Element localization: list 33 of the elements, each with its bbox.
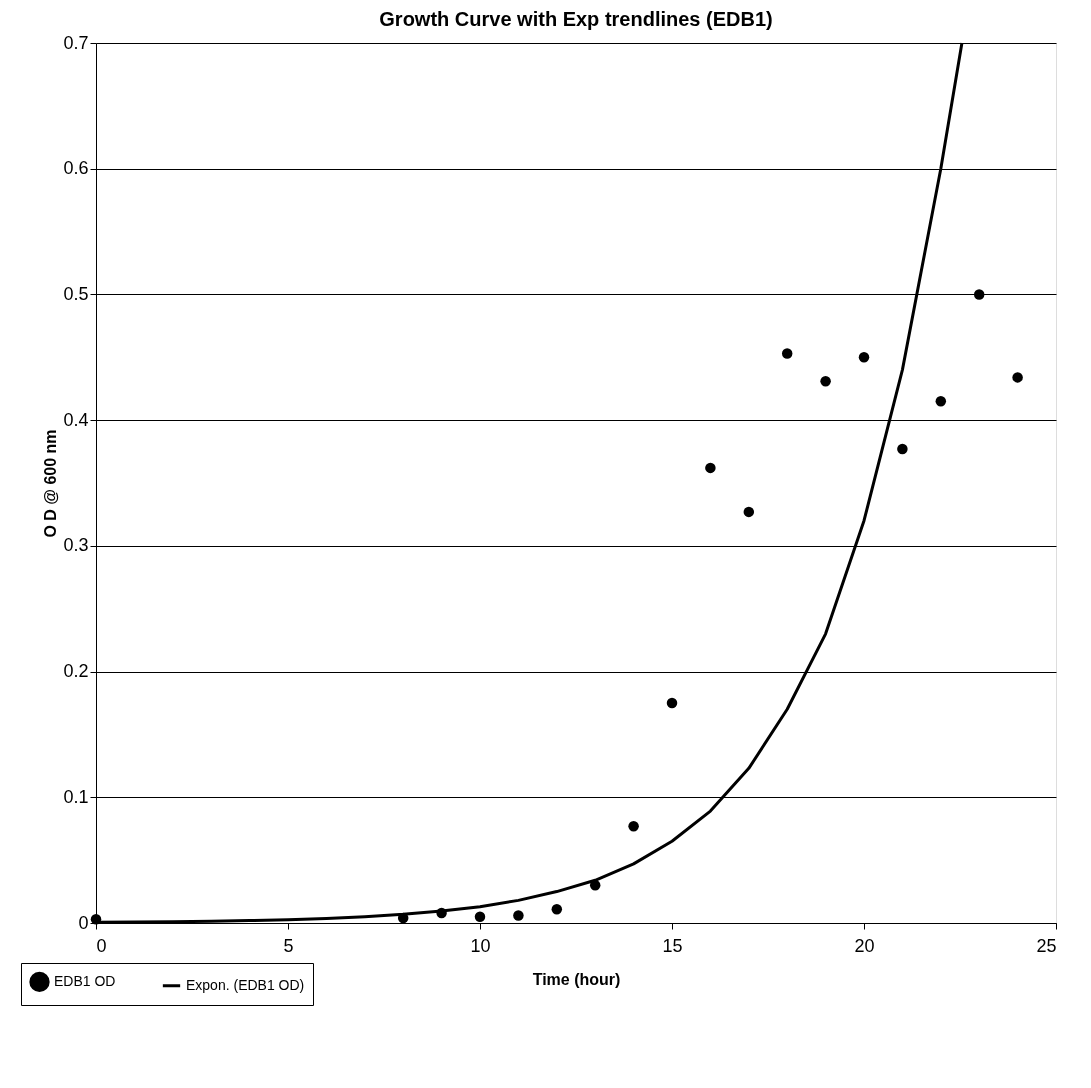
point <box>666 697 678 709</box>
x-axis-title: Time (hour) <box>532 970 621 988</box>
x-tick-label: 5 <box>283 935 294 956</box>
y-tick-label: 0.5 <box>63 283 89 304</box>
legend-label: EDB1 OD <box>54 972 116 989</box>
x-tick-label: 15 <box>662 935 683 956</box>
point <box>897 443 908 455</box>
chart-title: Growth Curve with Exp trendlines (EDB1) <box>379 8 773 30</box>
y-axis-title: O D @ 600 nm <box>42 429 60 538</box>
y-tick-label: 0.7 <box>63 32 89 53</box>
point <box>820 375 831 387</box>
point <box>628 820 639 832</box>
x-tick-label: 10 <box>470 935 491 956</box>
x-tick-label: 25 <box>1036 935 1057 956</box>
point <box>513 910 524 921</box>
x-tick-label: 0 <box>96 935 107 956</box>
point <box>973 289 985 300</box>
point <box>551 903 563 915</box>
legend-label: Expon. (EDB1 OD) <box>186 976 305 993</box>
y-tick-label: 0.1 <box>63 786 89 807</box>
y-tick-label: 0.2 <box>63 661 89 682</box>
y-tick-label: 0.6 <box>63 158 89 179</box>
point <box>743 506 755 518</box>
y-tick-label: 0.4 <box>63 409 89 430</box>
y-tick-label: 0.3 <box>63 535 89 556</box>
point <box>858 352 870 363</box>
point <box>935 396 947 407</box>
point <box>474 911 486 922</box>
y-tick-label: 0 <box>78 912 89 933</box>
x-tick-label: 20 <box>854 935 875 956</box>
point <box>1012 372 1023 383</box>
point <box>705 462 716 474</box>
point <box>781 348 793 359</box>
